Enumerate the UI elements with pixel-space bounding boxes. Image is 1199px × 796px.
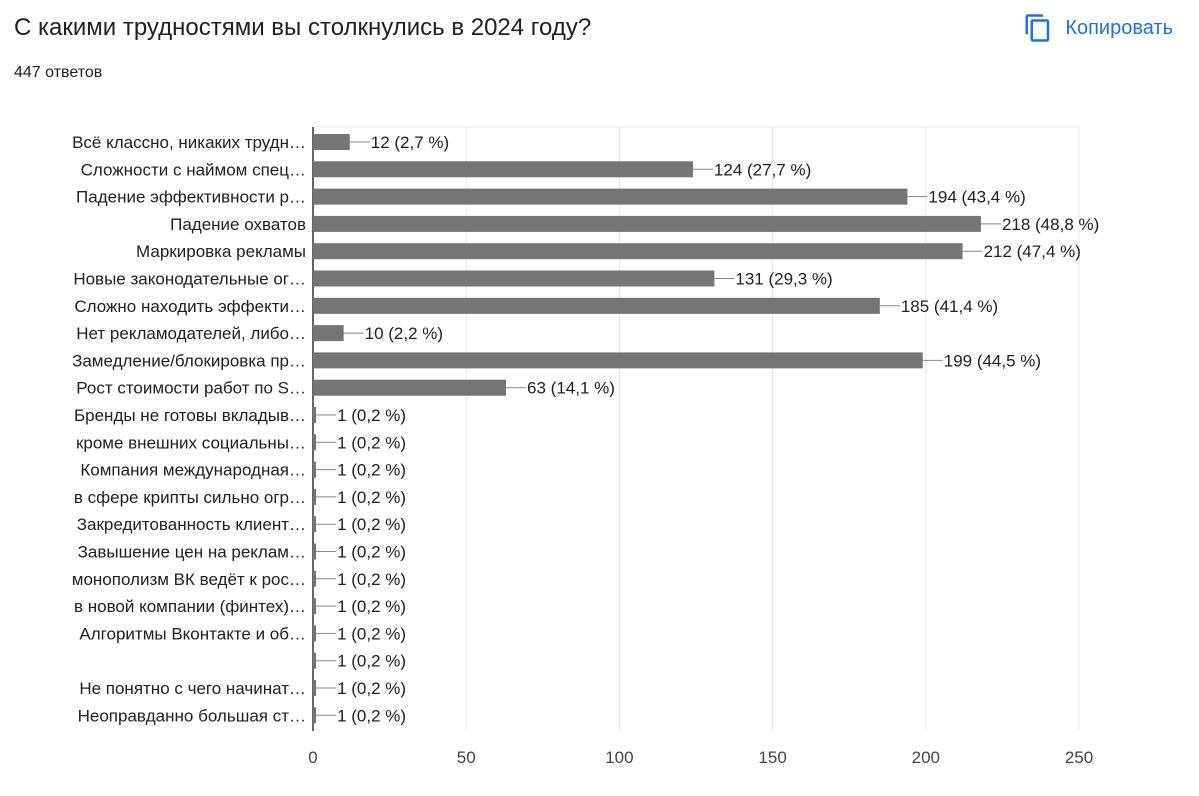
data-label: 1 (0,2 %) [337,706,406,725]
bar [313,598,317,615]
copy-button-label: Копировать [1065,16,1173,39]
bar [313,680,317,696]
x-tick-label: 150 [758,748,786,767]
category-label: в новой компании (финтех)… [74,597,306,616]
bar [313,461,317,478]
response-count: 447 ответов [14,64,103,81]
category-label: Всё классно, никаких трудн… [72,133,306,152]
category-label: Падение охватов [170,215,306,234]
category-label: Неоправданно большая ст… [78,706,306,725]
category-label: в сфере крипты сильно огр… [74,488,306,507]
data-label: 212 (47,4 %) [984,242,1081,261]
category-label: Сложно находить эффекти… [74,297,306,316]
category-label: монополизм ВК ведёт к рос… [72,570,306,589]
data-label: 1 (0,2 %) [337,488,406,507]
category-label: Падение эффективности р… [76,188,306,207]
data-label: 185 (41,4 %) [901,297,998,316]
data-label: 124 (27,7 %) [714,160,811,179]
data-label: 1 (0,2 %) [337,679,406,698]
bar [313,707,317,724]
data-label: 1 (0,2 %) [337,543,406,562]
category-label: Замедление/блокировка пр… [72,351,306,370]
category-label: Маркировка рекламы [136,242,306,261]
copy-icon [1025,14,1050,42]
data-label: 10 (2,2 %) [365,324,443,343]
category-label: Не понятно с чего начинат… [79,679,306,698]
data-label: 1 (0,2 %) [337,515,406,534]
copy-button[interactable]: Копировать [1023,10,1173,46]
category-label: Нет рекламодателей, либо… [76,324,306,343]
bar [313,379,507,396]
bar [313,188,908,205]
category-label: Сложности с наймом спец… [81,160,306,179]
bar [313,352,923,369]
x-tick-label: 50 [457,748,476,767]
x-tick-label: 0 [308,748,317,767]
data-label: 218 (48,8 %) [1002,215,1099,234]
bar [313,134,350,150]
category-label: Рост стоимости работ по S… [76,379,306,398]
bar [313,215,981,232]
category-label: Алгоритмы Вконтакте и об… [79,624,306,643]
category-label: Завышение цен на реклам… [78,543,306,562]
bar [313,270,715,287]
bar [313,543,317,560]
bar [313,570,317,587]
category-label: Бренды не готовы вкладыв… [74,406,306,425]
x-tick-label: 100 [605,748,633,767]
data-label: 1 (0,2 %) [337,652,406,671]
bar [313,434,317,451]
bar [313,243,963,260]
bar [313,625,317,642]
data-label: 1 (0,2 %) [337,461,406,480]
data-label: 1 (0,2 %) [337,433,406,452]
bar [313,652,317,669]
bar [313,516,317,533]
x-tick-label: 200 [912,748,940,767]
x-tick-label: 250 [1065,748,1093,767]
data-label: 63 (14,1 %) [527,379,615,398]
chart-title: С какими трудностями вы столкнулись в 20… [14,14,592,41]
category-label: Новые законодательные ог… [73,270,306,289]
data-label: 194 (43,4 %) [928,188,1025,207]
category-label: Компания международная… [80,461,306,480]
bar [313,161,693,178]
data-label: 199 (44,5 %) [944,351,1041,370]
bar [313,325,344,342]
category-label: кроме внешних социальны… [76,433,306,452]
data-label: 12 (2,7 %) [371,133,449,152]
data-label: 1 (0,2 %) [337,597,406,616]
category-label: Закредитованность клиент… [77,515,306,534]
data-label: 1 (0,2 %) [337,624,406,643]
bar [313,297,880,314]
bar [313,407,317,423]
data-label: 131 (29,3 %) [735,270,832,289]
data-label: 1 (0,2 %) [337,570,406,589]
data-label: 1 (0,2 %) [337,406,406,425]
bar [313,488,317,505]
